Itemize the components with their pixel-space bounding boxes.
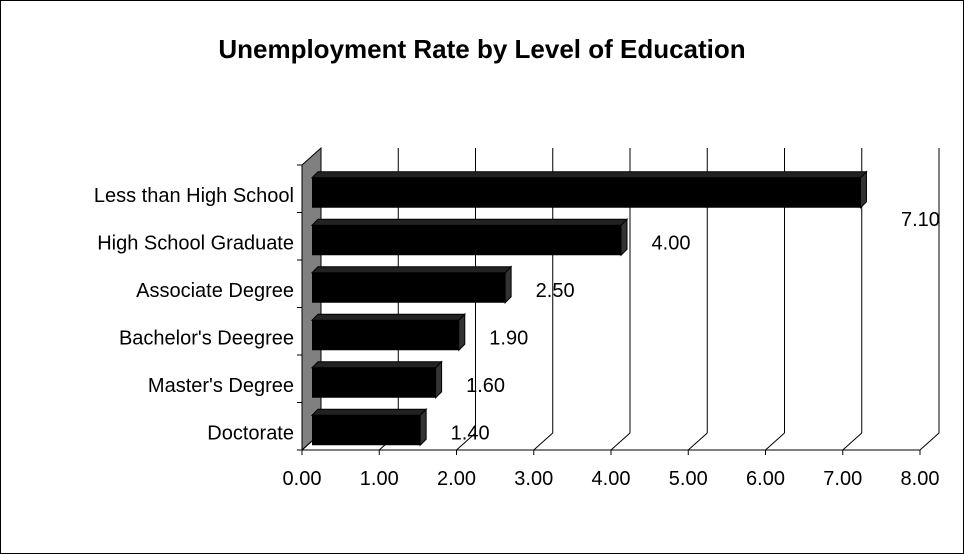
x-tick-label: 0.00 (283, 468, 322, 490)
bar (312, 320, 459, 351)
category-label: Master's Degree (148, 375, 294, 397)
bar-top (310, 218, 629, 226)
category-label: Less than High School (94, 185, 294, 207)
x-tick-label: 6.00 (746, 468, 785, 490)
x-tick-label: 5.00 (669, 468, 708, 490)
bar (312, 367, 436, 398)
data-label: 1.40 (451, 422, 490, 444)
floor-line (610, 432, 631, 451)
data-label: 2.50 (536, 280, 575, 302)
floor-line (533, 432, 554, 451)
bar (312, 225, 621, 256)
bar-top (310, 361, 443, 369)
x-tick-label: 1.00 (360, 468, 399, 490)
data-label: 4.00 (652, 232, 691, 254)
x-tick-label: 4.00 (592, 468, 631, 490)
chart-title: Unemployment Rate by Level of Education (218, 34, 746, 64)
bar (312, 415, 421, 446)
x-tick-label: 2.00 (437, 468, 476, 490)
data-label: 1.60 (466, 375, 505, 397)
bar-top (310, 266, 513, 274)
floor-line (919, 432, 940, 451)
category-label: Bachelor's Deegree (119, 327, 294, 349)
category-label: Associate Degree (136, 280, 294, 302)
bar (312, 177, 861, 208)
x-tick-label: 3.00 (514, 468, 553, 490)
floor-line (765, 432, 785, 451)
data-label: 7.10 (901, 209, 940, 231)
bar-top (310, 313, 466, 321)
floor-line (456, 432, 476, 451)
floor-line (687, 432, 708, 451)
data-label: 1.90 (489, 327, 528, 349)
x-tick-label: 8.00 (901, 468, 940, 490)
floor-line (842, 432, 863, 451)
x-tick-label: 7.00 (823, 468, 862, 490)
bar-top (310, 408, 428, 416)
bar-top (310, 171, 868, 179)
category-label: High School Graduate (97, 232, 294, 254)
category-label: Doctorate (207, 422, 294, 444)
bar (312, 272, 506, 303)
